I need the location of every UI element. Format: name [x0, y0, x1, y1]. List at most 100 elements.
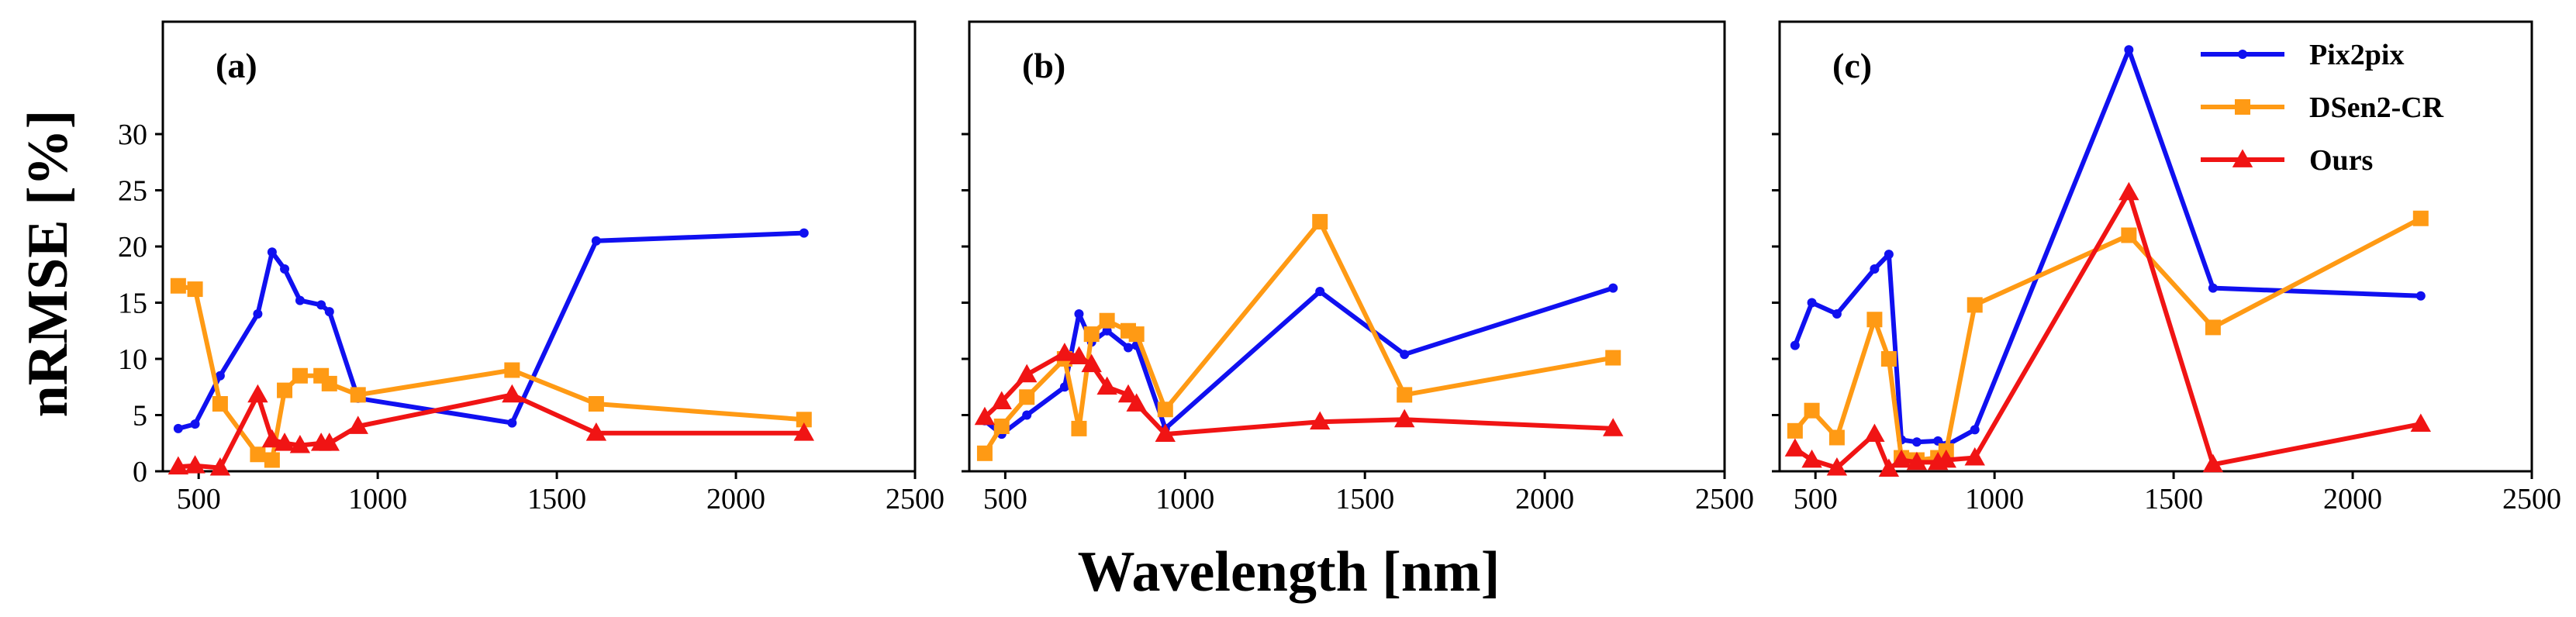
series-dsen2-cr — [1787, 210, 2429, 468]
panel-b: 500 1000 1500 2000 2500 (b) — [962, 20, 1754, 515]
x-tick-label: 2500 — [2502, 483, 2561, 515]
y-tick-label: 25 — [118, 175, 147, 208]
data-point-pix2pix — [267, 247, 277, 257]
data-point-pix2pix — [1884, 250, 1894, 260]
data-point-pix2pix — [1933, 436, 1943, 446]
legend-marker-dsen2-cr — [2235, 99, 2250, 115]
x-tick-label: 500 — [983, 483, 1027, 515]
data-point-pix2pix — [1832, 309, 1842, 319]
data-point-ours — [974, 406, 996, 426]
data-point-pix2pix — [215, 371, 225, 381]
series-dsen2-cr — [976, 214, 1621, 461]
data-point-pix2pix — [1970, 425, 1980, 435]
data-point-dsen2-cr — [2121, 227, 2137, 243]
x-tick-label: 1500 — [1335, 483, 1394, 515]
data-point-ours — [1117, 384, 1139, 403]
data-point-pix2pix — [324, 307, 334, 317]
x-tick-label: 2500 — [886, 483, 944, 515]
data-point-ours — [1126, 393, 1147, 412]
x-tick-label: 1500 — [2144, 483, 2203, 515]
data-point-ours — [289, 435, 311, 453]
x-tick-label: 500 — [1794, 483, 1838, 515]
data-point-ours — [347, 415, 368, 434]
data-point-ours — [1155, 423, 1176, 443]
x-tick-label: 1500 — [527, 483, 586, 515]
data-point-dsen2-cr — [1099, 312, 1115, 329]
data-point-ours — [1054, 343, 1076, 361]
data-point-dsen2-cr — [1605, 350, 1621, 366]
data-point-ours — [1310, 411, 1331, 430]
data-point-pix2pix — [799, 228, 809, 238]
legend-label-dsen2-cr: DSen2-CR — [2309, 91, 2444, 124]
legend-entry-dsen2-cr: DSen2-CR — [2201, 91, 2444, 124]
series-ours — [974, 343, 1624, 443]
data-point-pix2pix — [2208, 283, 2218, 293]
data-point-ours — [167, 456, 189, 475]
data-point-dsen2-cr — [1312, 214, 1328, 230]
y-tick-label: 20 — [118, 231, 147, 264]
data-point-pix2pix — [2415, 291, 2426, 301]
data-point-ours — [991, 391, 1012, 409]
series-line-dsen2-cr — [982, 219, 1616, 456]
y-tick-label: 30 — [118, 119, 147, 151]
data-point-pix2pix — [507, 418, 517, 428]
data-point-dsen2-cr — [1804, 402, 1820, 419]
x-tick-label: 2500 — [1695, 483, 1754, 515]
data-point-dsen2-cr — [292, 367, 308, 384]
plot-frame — [161, 20, 917, 473]
data-point-dsen2-cr — [350, 387, 366, 403]
data-point-pix2pix — [190, 419, 200, 429]
data-point-ours — [1017, 364, 1038, 383]
data-point-pix2pix — [1059, 382, 1069, 392]
x-tick-label: 2000 — [706, 483, 765, 515]
data-point-pix2pix — [316, 300, 326, 310]
data-point-pix2pix — [280, 264, 290, 274]
data-point-dsen2-cr — [1880, 351, 1897, 367]
data-point-ours — [1801, 449, 1822, 468]
y-axis-title: nRMSE [%] — [16, 110, 80, 418]
data-point-ours — [274, 433, 295, 451]
data-point-pix2pix — [1807, 298, 1817, 308]
data-point-pix2pix — [253, 309, 263, 319]
data-point-dsen2-cr — [187, 281, 203, 298]
data-point-dsen2-cr — [250, 446, 266, 463]
data-point-pix2pix — [1022, 410, 1032, 420]
data-point-dsen2-cr — [277, 382, 293, 398]
panel-label: (a) — [216, 46, 257, 85]
data-point-ours — [2118, 181, 2139, 201]
data-point-pix2pix — [1911, 437, 1922, 447]
data-point-ours — [209, 457, 231, 476]
series-line-ours — [1792, 190, 2423, 472]
data-point-ours — [185, 455, 205, 474]
legend-entry-pix2pix: Pix2pix — [2201, 39, 2404, 71]
data-point-ours — [1826, 457, 1848, 476]
x-tick-label: 1000 — [1965, 483, 2024, 515]
data-point-pix2pix — [1074, 309, 1084, 319]
data-point-dsen2-cr — [1866, 312, 1883, 328]
data-point-pix2pix — [173, 423, 183, 433]
series-dsen2-cr — [170, 277, 812, 468]
data-point-ours — [1603, 418, 1624, 436]
data-point-dsen2-cr — [1128, 326, 1145, 343]
data-point-dsen2-cr — [264, 452, 280, 468]
data-point-ours — [2410, 413, 2432, 432]
data-point-dsen2-cr — [588, 396, 604, 412]
y-tick-label: 15 — [118, 288, 147, 320]
x-axis-title: Wavelength [nm] — [1078, 540, 1500, 604]
panel-label: (b) — [1022, 46, 1065, 85]
data-point-pix2pix — [1102, 326, 1112, 336]
data-point-dsen2-cr — [504, 362, 520, 378]
data-point-ours — [1096, 376, 1117, 395]
panels: 500 1000 1500 2000 2500 0 5 10 15 20 25 30 (a) 500 100… — [118, 20, 2561, 515]
data-point-dsen2-cr — [976, 445, 993, 461]
legend-marker-pix2pix — [2238, 50, 2247, 59]
x-tick-label: 2000 — [1515, 483, 1574, 515]
data-point-pix2pix — [2124, 45, 2134, 55]
data-point-pix2pix — [1315, 287, 1325, 296]
data-point-ours — [2202, 453, 2224, 473]
panel-c: 500 1000 1500 2000 2500 (c) — [1772, 20, 2561, 515]
data-point-dsen2-cr — [2412, 210, 2429, 226]
data-point-ours — [261, 429, 283, 448]
data-point-dsen2-cr — [1828, 429, 1845, 446]
